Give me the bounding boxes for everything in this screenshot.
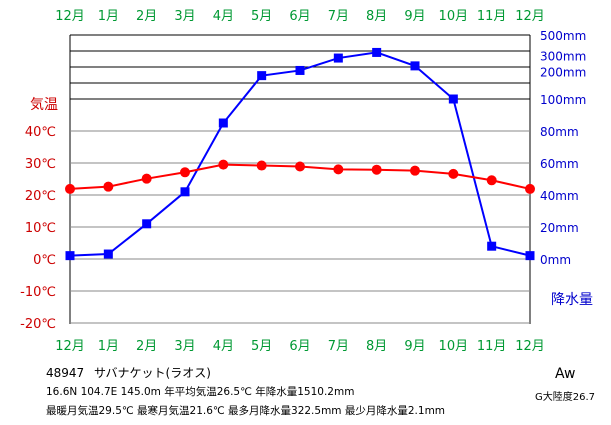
month-label-bottom: 9月: [404, 339, 425, 354]
temperature-point: [141, 173, 152, 184]
month-label-top: 12月: [515, 9, 545, 24]
precipitation-point: [372, 47, 382, 57]
month-label-bottom: 2月: [136, 339, 157, 354]
month-label-top: 2月: [136, 9, 157, 24]
temperature-point: [333, 164, 344, 175]
month-label-top: 7月: [328, 9, 349, 24]
precipitation-point: [142, 219, 152, 229]
month-label-top: 9月: [404, 9, 425, 24]
month-labels-top: 12月 1月 2月 3月 4月 5月 6月 7月 8月 9月 10月 11月 12月: [55, 9, 545, 24]
temperature-point: [295, 161, 305, 172]
precipitation-axis: 降水量 500mm 300mm 200mm 100mm 80mm 60mm 40mm 20mm…: [540, 29, 593, 308]
month-label-bottom: 10月: [439, 339, 469, 354]
temperature-point: [448, 168, 459, 179]
month-label-bottom: 6月: [289, 339, 310, 354]
temperature-point: [371, 164, 382, 175]
month-label-bottom: 7月: [328, 339, 349, 354]
precipitation-point: [295, 65, 305, 75]
temperature-point: [525, 183, 535, 194]
month-label-bottom: 8月: [366, 339, 387, 354]
precipitation-point: [487, 241, 497, 251]
precipitation-tick-label: 80mm: [540, 125, 579, 139]
precipitation-tick-label: 0mm: [540, 253, 571, 267]
month-label-top: 8月: [366, 9, 387, 24]
precipitation-tick-label: 100mm: [540, 93, 586, 107]
grid-lines: [70, 34, 530, 324]
month-label-top: 3月: [174, 9, 195, 24]
precipitation-tick-label: 200mm: [540, 65, 586, 79]
station-line: 48947 サバナケット(ラオス): [46, 364, 211, 381]
precipitation-tick-label: 500mm: [540, 29, 586, 43]
month-label-top: 11月: [477, 9, 507, 24]
month-label-top: 5月: [251, 9, 272, 24]
temperature-tick-label: 30℃: [25, 157, 56, 172]
precipitation-tick-label: 300mm: [540, 49, 586, 63]
temperature-point: [103, 181, 114, 192]
temperature-point: [65, 183, 75, 194]
precipitation-axis-title: 降水量: [551, 292, 593, 308]
month-label-bottom: 3月: [174, 339, 195, 354]
precipitation-tick-label: 20mm: [540, 221, 579, 235]
temperature-point: [256, 160, 267, 171]
month-label-bottom: 4月: [213, 339, 234, 354]
month-label-bottom: 5月: [251, 339, 272, 354]
precipitation-point: [448, 94, 458, 104]
precipitation-point: [525, 251, 535, 261]
month-label-bottom: 11月: [477, 339, 507, 354]
climate-classification: Aw: [555, 366, 576, 382]
temperature-axis: 気温 40℃ 30℃ 20℃ 10℃ 0℃ -10℃ -20℃: [20, 97, 58, 332]
precipitation-tick-label: 60mm: [540, 157, 579, 171]
month-label-top: 12月: [55, 9, 85, 24]
month-labels-bottom: 12月 1月 2月 3月 4月 5月 6月 7月 8月 9月 10月 11月 12月: [55, 339, 545, 354]
precipitation-point: [180, 187, 190, 197]
precipitation-point: [65, 251, 75, 261]
temperature-axis-title: 気温: [30, 97, 58, 113]
temperature-tick-label: -10℃: [20, 285, 56, 300]
month-label-bottom: 12月: [515, 339, 545, 354]
precipitation-tick-label: 40mm: [540, 189, 579, 203]
temperature-tick-label: 40℃: [25, 125, 56, 140]
temperature-point: [486, 175, 497, 186]
station-extremes: 最暖月気温29.5℃ 最寒月気温21.6℃ 最多月降水量322.5mm 最少月降…: [46, 405, 446, 417]
precipitation-point: [333, 53, 343, 63]
station-id: 48947: [46, 366, 85, 380]
temperature-tick-label: 10℃: [25, 221, 56, 236]
temperature-tick-label: -20℃: [20, 317, 56, 332]
precipitation-point: [257, 71, 267, 81]
month-label-bottom: 1月: [98, 339, 119, 354]
precipitation-point: [218, 118, 228, 128]
temperature-point: [410, 165, 420, 176]
precipitation-series: [65, 47, 535, 261]
temperature-point: [180, 167, 190, 178]
month-label-top: 1月: [98, 9, 119, 24]
month-label-bottom: 12月: [55, 339, 85, 354]
station-name: サバナケット(ラオス): [94, 366, 211, 380]
temperature-tick-label: 20℃: [25, 189, 56, 204]
temperature-tick-label: 0℃: [33, 253, 56, 268]
month-label-top: 6月: [289, 9, 310, 24]
month-label-top: 10月: [439, 9, 469, 24]
precipitation-point: [103, 249, 113, 259]
continentality-index: G大陸度26.7: [535, 392, 596, 403]
month-label-top: 4月: [213, 9, 234, 24]
station-coords: 16.6N 104.7E 145.0m 年平均気温26.5℃ 年降水量1510.…: [46, 386, 355, 398]
temperature-point: [218, 159, 229, 170]
temperature-series: [65, 159, 535, 194]
precipitation-point: [410, 61, 420, 71]
